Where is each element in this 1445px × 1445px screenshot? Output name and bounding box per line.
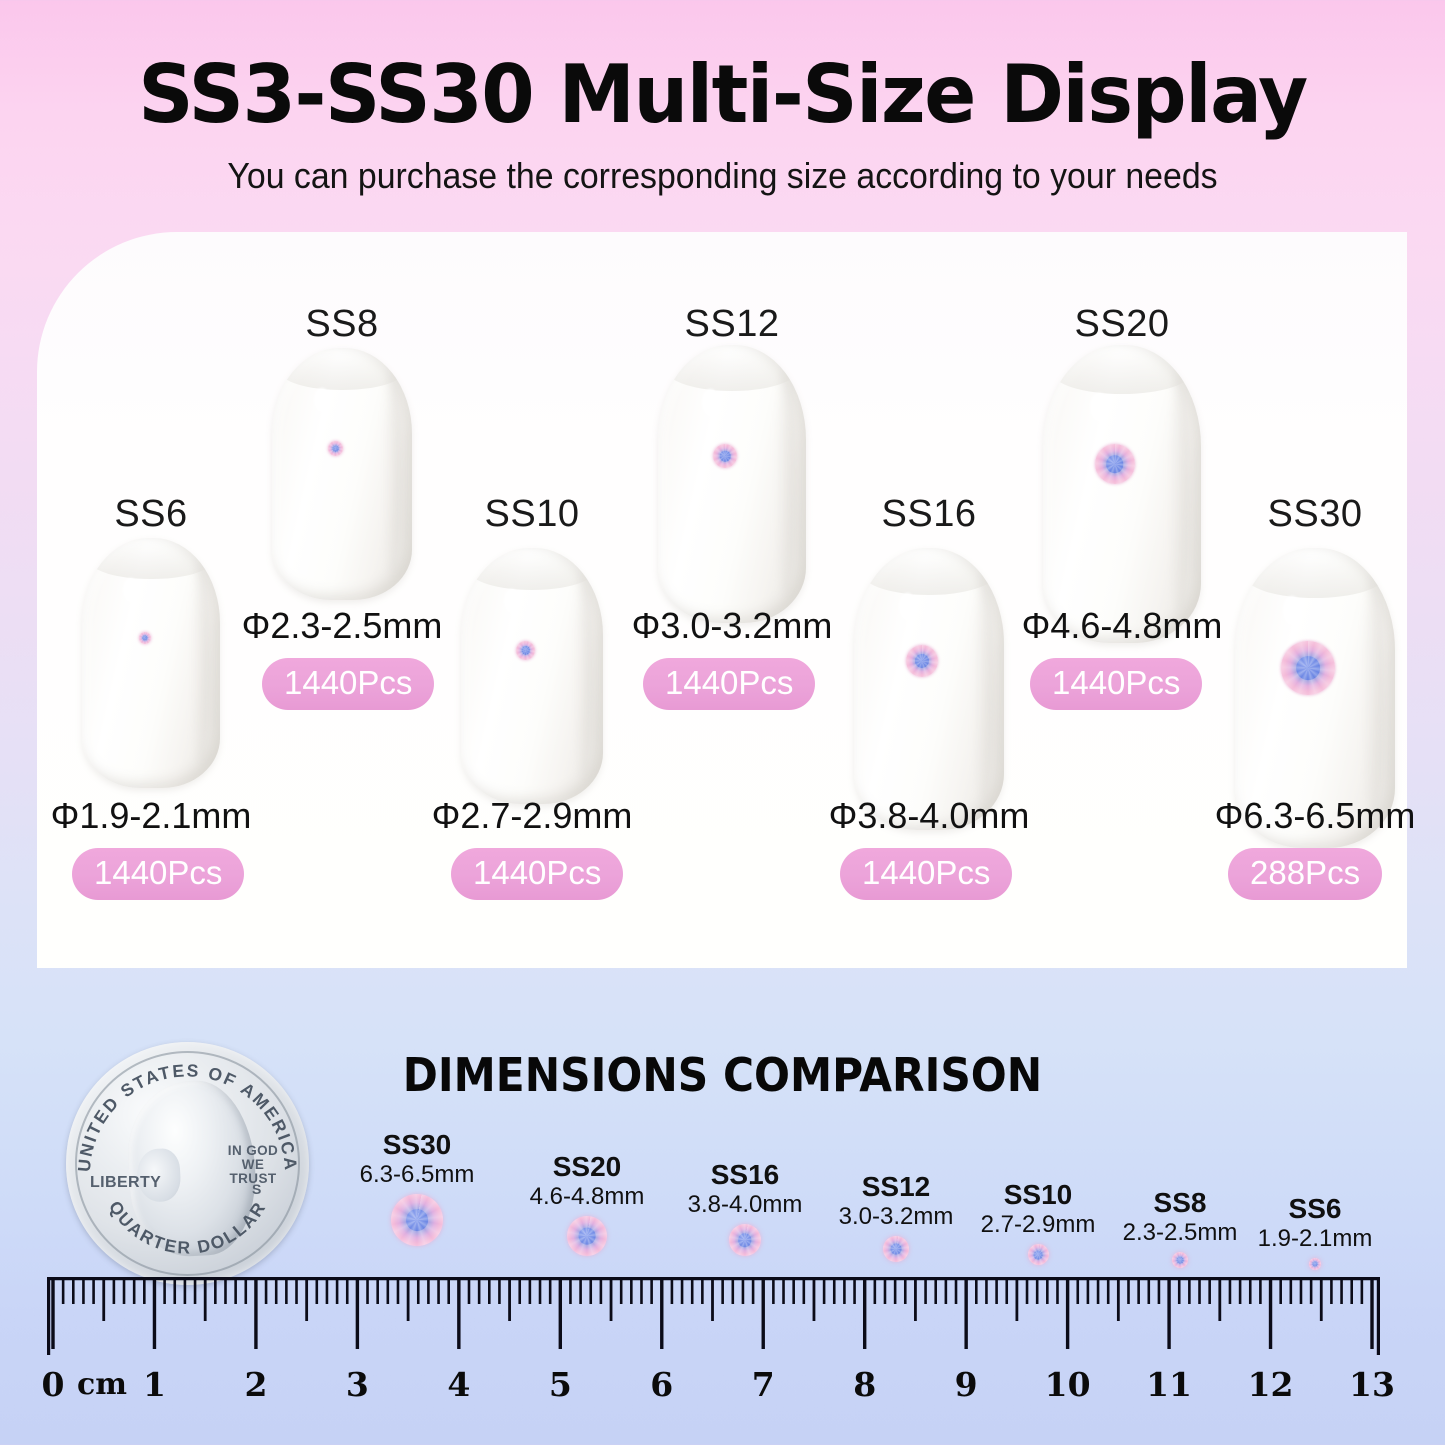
comparison-diameter-label: 2.3-2.5mm [1122,1219,1238,1247]
rhinestone-icon [1172,1252,1188,1269]
comparison-item-ss20: SS20 4.6-4.8mm [477,1151,697,1257]
comparison-size-label: SS30 [382,1129,452,1160]
comparison-diameter-label: 2.7-2.9mm [980,1211,1096,1239]
ruler-tick-label: 4 [447,1365,471,1404]
ruler-tick-label: 2 [244,1365,268,1404]
ruler-tick-label: 0 [41,1365,65,1404]
comparison-size-label: SS6 [1288,1193,1342,1224]
page-subtitle: You can purchase the corresponding size … [227,155,1218,196]
coin-inscriptions: UNITED STATES OF AMERICA QUARTER DOLLAR [74,1060,299,1258]
us-quarter-coin: UNITED STATES OF AMERICA QUARTER DOLLAR … [66,1042,309,1285]
header-banner: SS3-SS30 Multi-Size Display You can purc… [0,0,1445,228]
comparison-size-label: SS8 [1153,1187,1207,1218]
rhinestone-icon [567,1216,607,1257]
coin-face: UNITED STATES OF AMERICA QUARTER DOLLAR … [66,1042,309,1285]
rhinestone-icon [729,1224,761,1257]
comparison-diameter-label: 6.3-6.5mm [359,1161,475,1189]
comparison-item-ss16: SS16 3.8-4.0mm [635,1159,855,1257]
coin-rim [75,1051,300,1276]
ruler-tick-label: 11 [1146,1365,1193,1404]
comparison-item-ss10: SS10 2.7-2.9mm [928,1179,1148,1266]
coin-liberty-text: LIBERTY [90,1174,162,1191]
comparison-size-label: SS10 [1003,1179,1073,1210]
ruler-tick-label: 5 [548,1365,572,1404]
rhinestone-icon [883,1236,909,1263]
rhinestone-icon [1309,1258,1321,1271]
coin-denomination-text: QUARTER DOLLAR [105,1197,270,1258]
comparison-item-ss30: SS30 6.3-6.5mm [307,1129,527,1247]
ruler-tick-label: 7 [751,1365,775,1404]
ruler-tick-label: 9 [954,1365,978,1404]
comparison-item-ss12: SS12 3.0-3.2mm [786,1171,1006,1263]
rhinestone-icon [391,1194,443,1247]
display-card [37,232,1407,968]
comparison-size-label: SS12 [861,1171,931,1202]
ruler-unit-label: cm [77,1367,128,1402]
coin-motto-text: IN GOD WE TRUST [227,1143,279,1187]
comparison-diameter-label: 4.6-4.8mm [529,1183,645,1211]
ruler-tick-label: 12 [1247,1365,1294,1404]
page-title: SS3-SS30 Multi-Size Display [138,48,1308,141]
ruler-tick-label: 10 [1044,1365,1091,1404]
comparison-item-ss6: SS6 1.9-2.1mm [1205,1193,1425,1271]
comparison-size-label: SS20 [552,1151,622,1182]
coin-mint-mark: S [252,1181,262,1197]
comparison-item-ss8: SS8 2.3-2.5mm [1070,1187,1290,1269]
ruler-ticks [47,1277,1380,1355]
comparison-diameter-label: 3.8-4.0mm [687,1191,803,1219]
dimensions-comparison-heading: DIMENSIONS COMPARISON [402,1048,1043,1102]
rhinestone-icon [1027,1244,1049,1266]
ruler-tick-label: 3 [345,1365,369,1404]
ruler-tick-label: 8 [853,1365,877,1404]
ruler-tick-label: 1 [142,1365,166,1404]
comparison-diameter-label: 1.9-2.1mm [1257,1225,1373,1253]
ruler-tick-label: 13 [1349,1365,1395,1404]
ruler: 0 1 2 3 4 5 6 7 8 9 10 11 12 13 cm [42,1277,1395,1404]
comparison-size-label: SS16 [710,1159,780,1190]
comparison-diameter-label: 3.0-3.2mm [838,1203,954,1231]
ruler-tick-label: 6 [650,1365,674,1404]
